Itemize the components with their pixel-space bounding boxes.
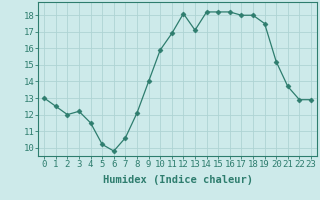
X-axis label: Humidex (Indice chaleur): Humidex (Indice chaleur) bbox=[103, 175, 252, 185]
